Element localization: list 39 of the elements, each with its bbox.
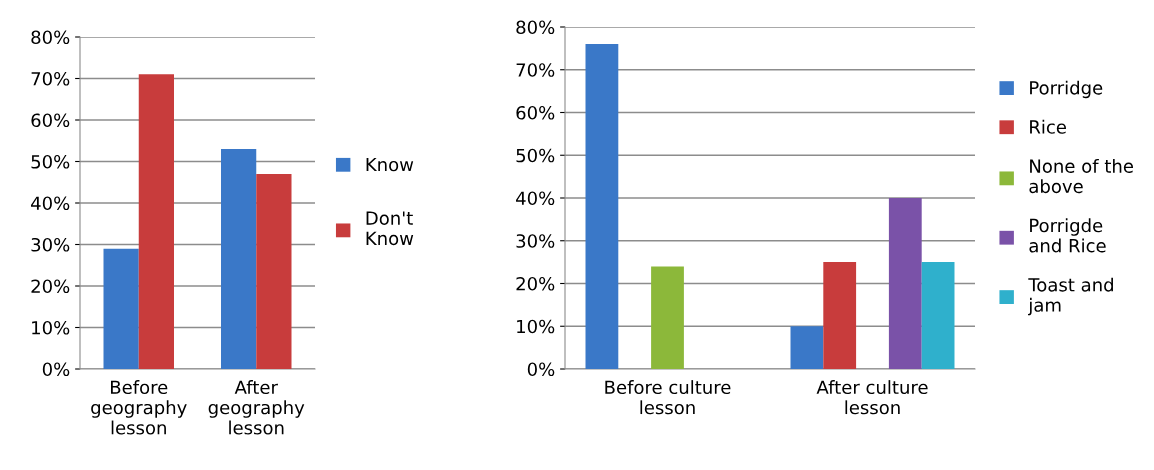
x-tick-label: Before geography lesson (91, 380, 187, 435)
y-tick-label: 50% (516, 148, 555, 163)
legend-label: Porridge (1030, 80, 1103, 99)
bar (138, 74, 174, 369)
y-tick-label: 60% (31, 113, 70, 128)
y-tick-label: 40% (31, 196, 70, 211)
y-tick-label: 60% (516, 105, 555, 120)
y-tick-label: 0% (42, 362, 70, 377)
bar (585, 44, 619, 369)
bar (103, 248, 139, 369)
x-tick-label: After geography lesson (208, 380, 305, 435)
y-tick-label: 80% (516, 20, 555, 35)
y-tick-label: 50% (31, 154, 70, 169)
y-tick-label: 0% (527, 362, 555, 377)
y-tick-label: 20% (516, 276, 555, 291)
legend-label: Rice (1030, 119, 1066, 134)
y-tick-label: 70% (31, 71, 70, 86)
bar (921, 262, 955, 369)
bar (221, 149, 257, 369)
y-tick-label: 10% (517, 319, 555, 334)
y-tick-label: 80% (31, 30, 70, 45)
bar (823, 262, 857, 369)
bar (256, 173, 292, 369)
x-tick-label: After culture lesson (816, 380, 928, 415)
y-tick-label: 30% (31, 237, 70, 252)
x-tick-label: Before culture lesson (605, 380, 731, 415)
legend-label: Porrigde and Rice (1029, 218, 1106, 253)
y-tick-label: 10% (32, 320, 70, 335)
legend-label: None of the above (1029, 158, 1133, 194)
y-tick-label: 70% (516, 63, 555, 77)
bar (888, 198, 922, 369)
y-tick-label: 40% (516, 191, 555, 206)
y-tick-label: 20% (31, 279, 70, 294)
y-tick-label: 30% (516, 234, 555, 248)
legend-label: Know (366, 157, 414, 172)
bar (651, 266, 684, 369)
legend-label: Toast and jam (1028, 277, 1113, 316)
bar (790, 326, 824, 369)
legend-label: Don't Know (366, 211, 414, 246)
